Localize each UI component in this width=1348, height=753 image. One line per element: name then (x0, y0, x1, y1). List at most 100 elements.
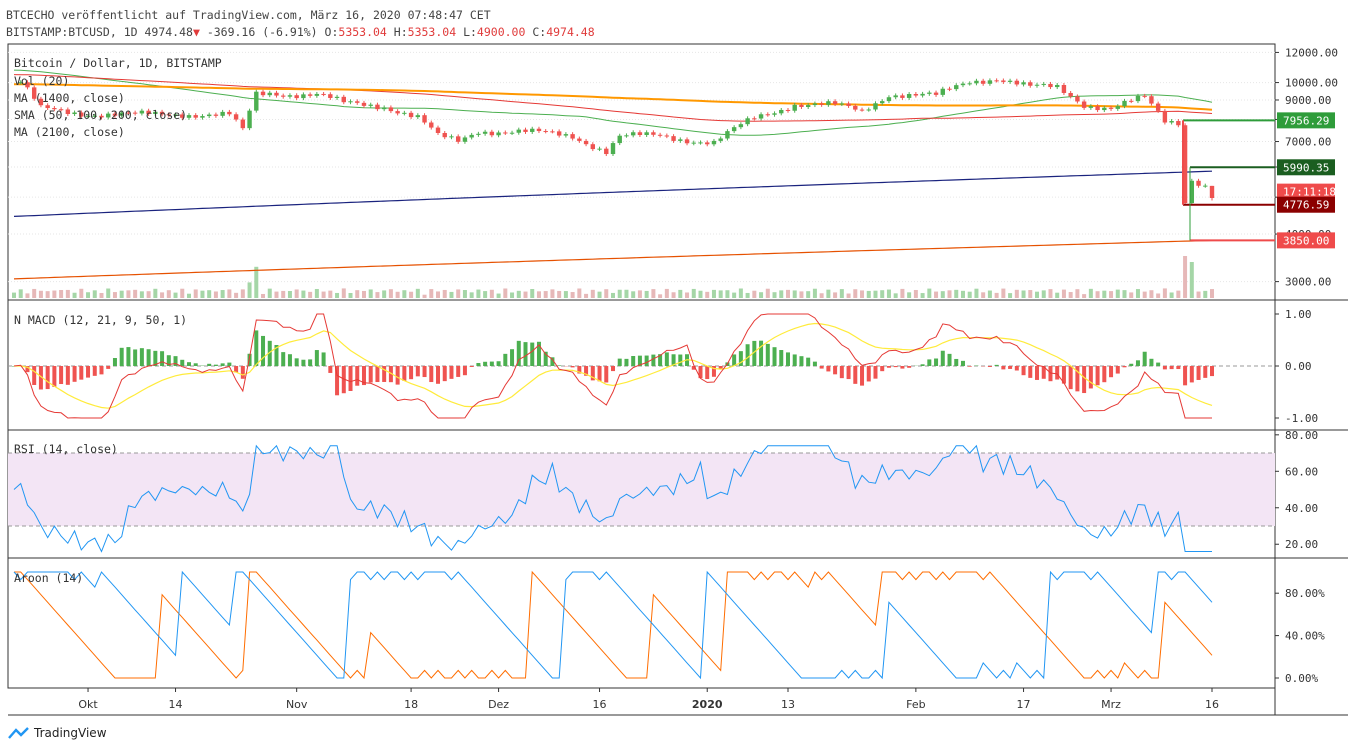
candle-body (1007, 80, 1013, 82)
candle-body (449, 136, 454, 138)
macd-histogram-bar (72, 366, 77, 382)
macd-histogram-bar (711, 366, 716, 377)
volume-bar (12, 292, 16, 298)
legend-macd: N MACD (12, 21, 9, 50, 1) (14, 313, 188, 327)
macd-histogram-bar (261, 335, 266, 366)
price-label-box (1277, 232, 1335, 249)
publish-info: BTCECHO veröffentlicht auf TradingView.c… (6, 8, 491, 22)
macd-histogram-bar (826, 366, 831, 372)
change-value: -369.16 (-6.91%) (206, 25, 318, 39)
candle-body (974, 80, 979, 84)
price-label-box (1277, 112, 1335, 129)
volume-bar (785, 289, 790, 298)
legend-vol: Vol (20) (14, 74, 70, 88)
candle-body (355, 101, 360, 103)
candle-body (112, 113, 118, 116)
macd-histogram-bar (873, 366, 878, 379)
volume-bar (52, 290, 57, 298)
volume-bar (153, 288, 158, 298)
candle-body (1155, 103, 1161, 111)
macd-histogram-bar (1196, 366, 1201, 380)
candle-body (597, 148, 602, 150)
candle-body (705, 142, 710, 145)
volume-bar (361, 290, 366, 298)
volume-bar (1169, 292, 1174, 298)
macd-histogram-bar (1162, 366, 1167, 370)
price-label-box (1277, 159, 1335, 176)
macd-histogram-bar (436, 366, 441, 384)
macd-histogram-bar (240, 366, 245, 379)
volume-bar (483, 291, 488, 298)
volume-bar (523, 291, 528, 298)
volume-bar (1122, 290, 1127, 298)
volume-bar (940, 291, 945, 298)
macd-histogram-bar (678, 354, 683, 366)
volume-bar (658, 294, 663, 298)
tradingview-logo[interactable]: TradingView (8, 726, 107, 740)
volume-bar (1008, 293, 1013, 298)
candle-body (1081, 101, 1087, 108)
volume-bar (1109, 291, 1114, 298)
volume-bar (570, 292, 575, 298)
volume-bar (126, 290, 131, 298)
macd-histogram-bar (1095, 366, 1100, 386)
macd-histogram-bar (388, 366, 393, 383)
macd-histogram-bar (886, 366, 891, 368)
candle-body (805, 105, 811, 107)
volume-bar (92, 290, 97, 298)
candle-body (644, 132, 649, 135)
volume-bar (759, 292, 764, 298)
candle-body (341, 96, 346, 103)
macd-histogram-bar (960, 360, 965, 366)
macd-histogram-bar (422, 366, 427, 378)
volume-bar (866, 290, 871, 298)
candle-body (180, 114, 185, 118)
macd-histogram-bar (1129, 363, 1134, 366)
candle-body (745, 118, 750, 125)
volume-bar (18, 289, 23, 298)
candle-body (153, 111, 158, 114)
macd-histogram-bar (335, 366, 340, 396)
volume-bar (449, 291, 454, 298)
candle-body (274, 92, 279, 96)
volume-bar (261, 293, 266, 298)
price-label-text: 3850.00 (1283, 234, 1329, 247)
candle-body (718, 138, 723, 141)
candle-body (1102, 107, 1107, 111)
legend-aroon: Aroon (14) (14, 571, 84, 585)
macd-histogram-bar (32, 366, 37, 385)
candle-body (624, 135, 629, 137)
candle-body (725, 131, 730, 139)
macd-histogram-bar (12, 366, 16, 367)
candle-body (1129, 100, 1134, 102)
macd-histogram-bar (496, 361, 501, 366)
candle-body (577, 138, 582, 141)
volume-bar (1088, 288, 1093, 298)
candle-body (859, 109, 865, 111)
volume-bar (207, 290, 212, 298)
volume-bar (160, 292, 165, 298)
x-tick-label: Dez (488, 698, 509, 711)
volume-bar (954, 289, 959, 298)
macd-histogram-bar (301, 359, 306, 366)
aroon-tick-label: 80.00% (1285, 587, 1325, 600)
macd-histogram-bar (577, 366, 582, 374)
macd-histogram-bar (1135, 360, 1140, 366)
candle-body (684, 139, 690, 144)
macd-histogram-bar (772, 347, 777, 366)
macd-histogram-bar (920, 364, 925, 366)
volume-bar (422, 294, 427, 298)
macd-histogram-bar (570, 366, 575, 368)
candle-body (435, 127, 441, 133)
aroon-tick-label: 40.00% (1285, 630, 1325, 643)
price-tick-label: 7000.00 (1285, 136, 1331, 149)
macd-histogram-bar (1001, 366, 1006, 370)
rsi-tick-label: 80.00 (1285, 429, 1318, 442)
volume-bar (1156, 293, 1161, 298)
candle-body (516, 129, 521, 133)
volume-bar (133, 289, 138, 298)
candle-body (550, 131, 555, 133)
macd-histogram-bar (112, 358, 117, 366)
macd-histogram-bar (220, 363, 225, 366)
